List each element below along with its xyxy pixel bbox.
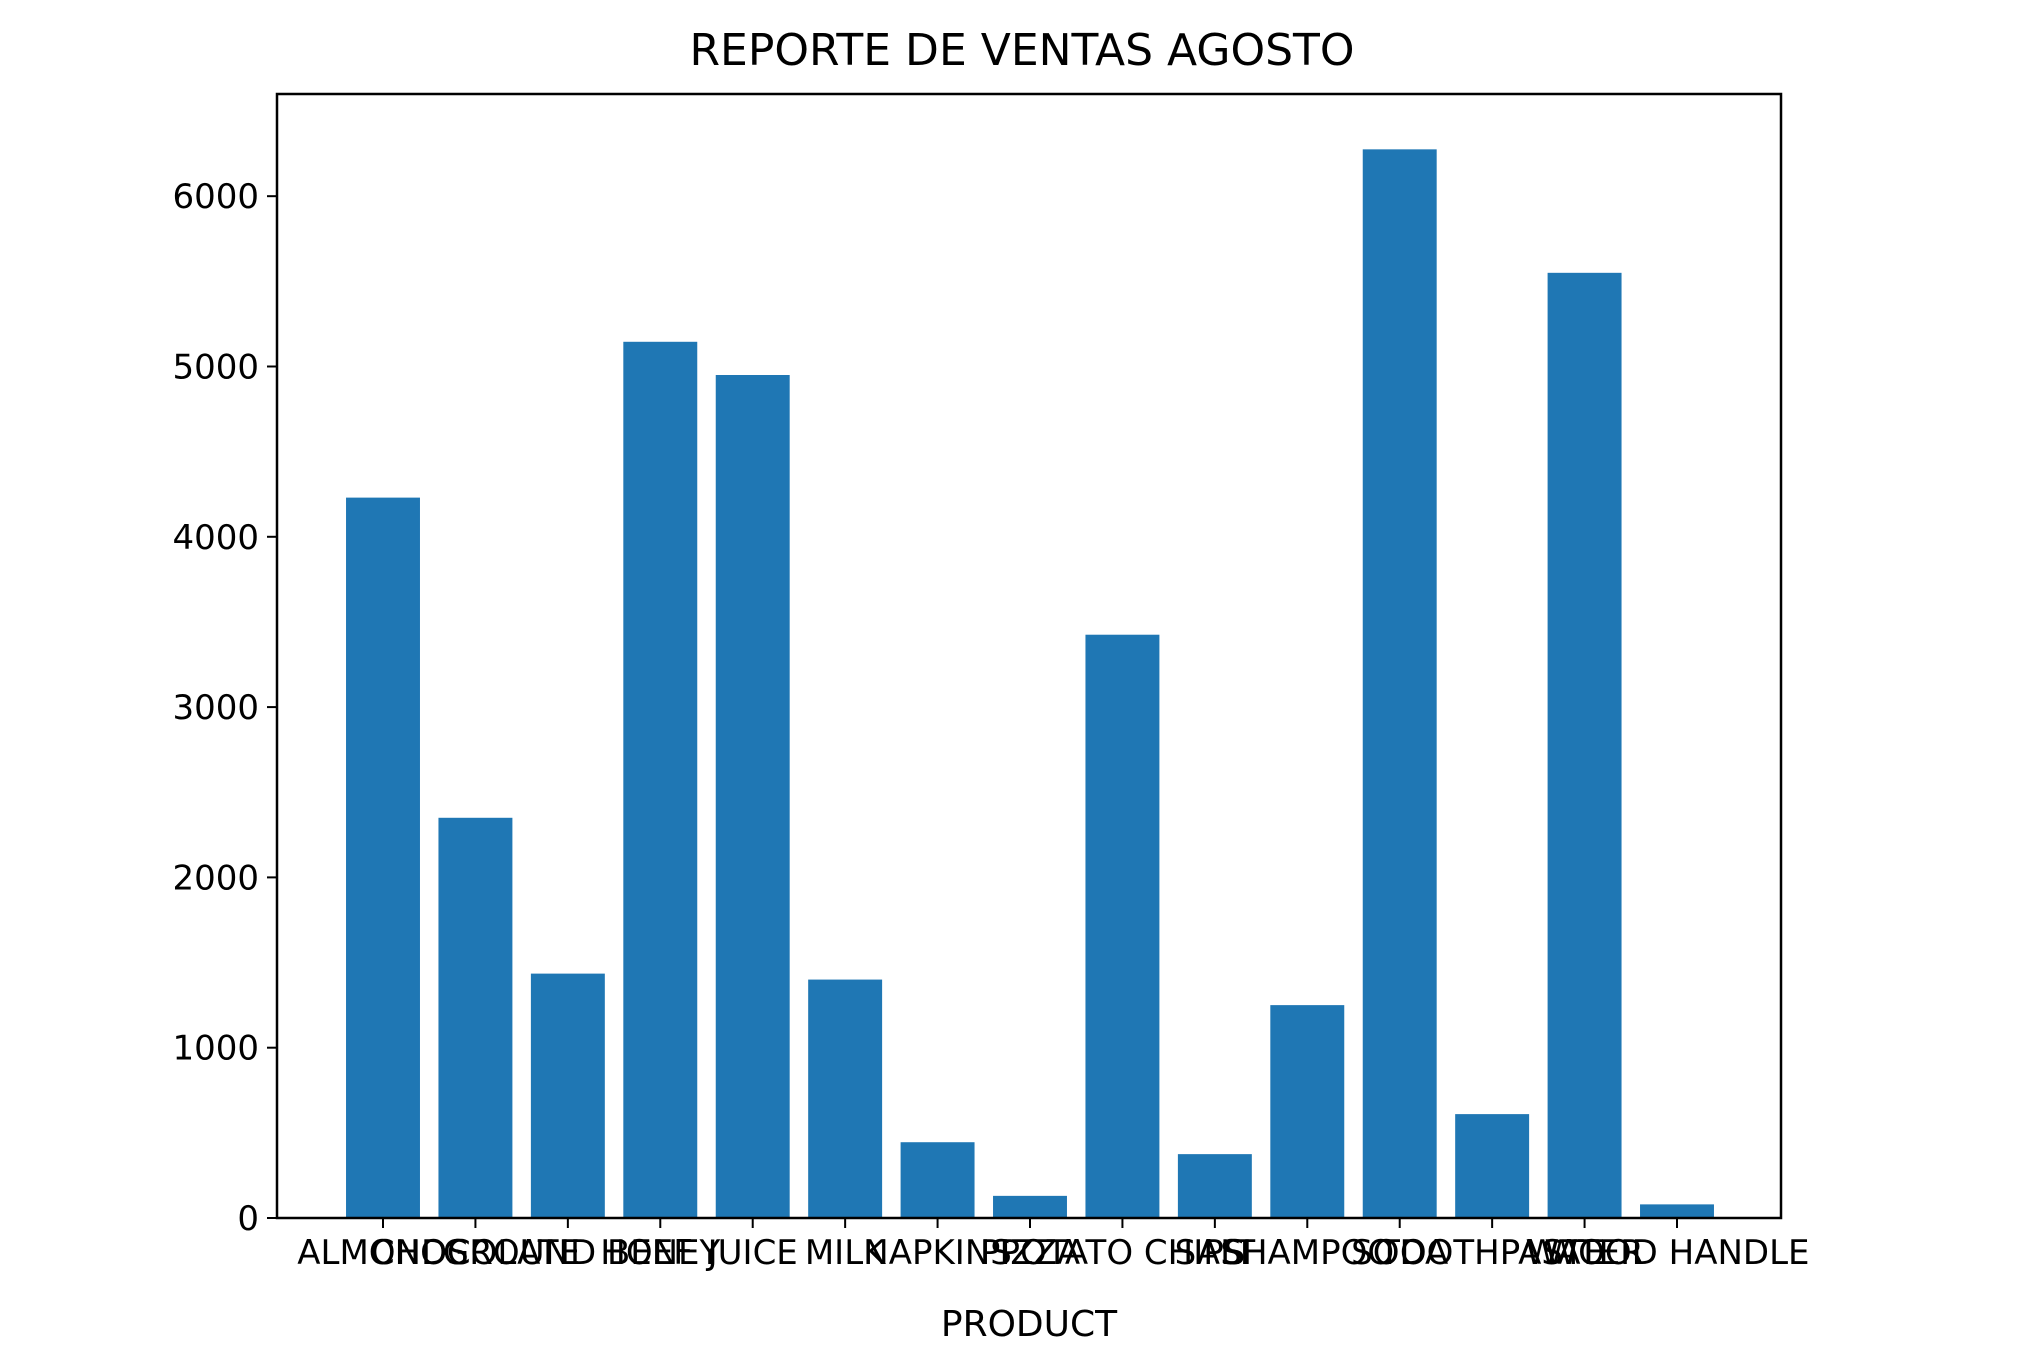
x-tick-label: PIZZA [980, 1233, 1080, 1273]
y-tick-label: 4000 [172, 518, 259, 558]
x-tick-label: SALT [1175, 1233, 1256, 1273]
bar [715, 375, 790, 1218]
bars-group [346, 149, 1714, 1219]
plot-frame [275, 92, 1783, 1220]
bar [623, 341, 698, 1219]
x-tick-label: SHAMPOO [1220, 1233, 1394, 1273]
bar [1177, 1154, 1252, 1218]
x-tick-label: TOOTHPASTE [1378, 1233, 1605, 1273]
x-tick-label: HONEY [600, 1233, 720, 1273]
x-tick-label: CHOCOLATE [371, 1233, 580, 1273]
bar [1270, 1005, 1345, 1218]
y-tick-label: 1000 [172, 1029, 259, 1069]
bar [346, 497, 420, 1219]
bar [993, 1195, 1067, 1218]
x-axis-label: PRODUCT [941, 1304, 1118, 1345]
bar [530, 973, 605, 1218]
y-tick-label: 6000 [172, 177, 259, 217]
bar [1362, 149, 1437, 1218]
x-tick-label: NAPKINS [863, 1233, 1012, 1273]
y-tick-label: 0 [237, 1199, 259, 1239]
x-tick-label: SODA [1351, 1233, 1448, 1273]
y-tick-label: 5000 [172, 347, 259, 387]
y-axis: 0 1000 2000 3000 4000 5000 6000 [172, 177, 277, 1239]
chart-title: REPORTE DE VENTAS AGOSTO [689, 25, 1354, 76]
x-tick-label: WOOD HANDLE [1545, 1233, 1810, 1273]
bar [1455, 1114, 1530, 1218]
bar [438, 817, 513, 1218]
x-tick-label: ALMONDS [297, 1233, 469, 1273]
bar [1085, 634, 1160, 1218]
y-tick-label: 3000 [172, 688, 259, 728]
x-tick-label: POTATO CHIPS [1000, 1233, 1246, 1273]
bar [900, 1142, 975, 1218]
x-tick-label: MILK [805, 1233, 887, 1273]
bar [808, 979, 883, 1218]
bar [1547, 272, 1622, 1218]
y-tick-label: 2000 [172, 858, 259, 898]
x-tick-label: GROUND BEEF [443, 1233, 693, 1273]
x-tick-label: JUICE [706, 1233, 798, 1273]
bar [1640, 1204, 1714, 1218]
x-tick-label: WATER [1525, 1233, 1643, 1273]
